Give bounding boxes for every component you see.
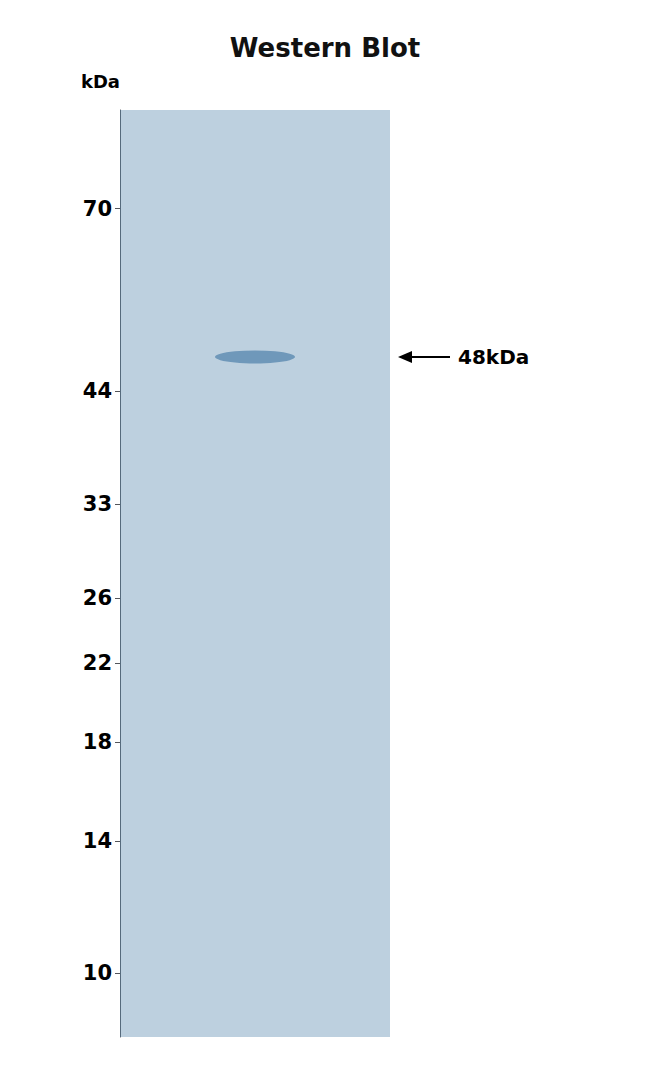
svg-text:26: 26 (83, 586, 112, 610)
svg-text:44: 44 (83, 379, 112, 403)
svg-text:70: 70 (83, 197, 112, 221)
svg-text:18: 18 (83, 730, 112, 754)
svg-text:48kDa: 48kDa (458, 345, 529, 369)
svg-text:10: 10 (83, 961, 112, 985)
svg-text:kDa: kDa (81, 71, 120, 92)
svg-text:33: 33 (83, 492, 112, 516)
svg-text:14: 14 (83, 829, 112, 853)
svg-text:22: 22 (83, 651, 112, 675)
svg-text:Western Blot: Western Blot (230, 33, 420, 63)
